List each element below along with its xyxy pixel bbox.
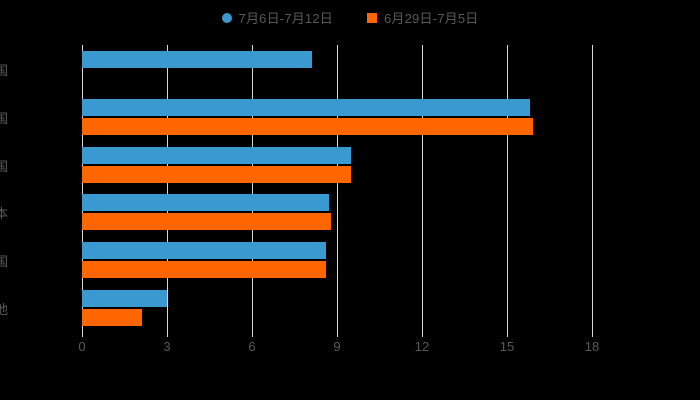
gridline — [422, 45, 423, 332]
bar-group — [82, 50, 592, 87]
gridline — [507, 45, 508, 332]
x-axis-tick — [337, 332, 338, 337]
chart-legend: 7月6日-7月12日 6月29日-7月5日 — [0, 8, 700, 27]
bar[interactable] — [82, 165, 352, 183]
x-axis-tick — [507, 332, 508, 337]
bar[interactable] — [82, 194, 329, 212]
bar[interactable] — [82, 242, 326, 260]
legend-item-series-1[interactable]: 6月29日-7月5日 — [367, 8, 478, 27]
gridline — [337, 45, 338, 332]
x-axis-tick-label: 6 — [248, 339, 256, 354]
category-label: 德国 — [0, 110, 8, 126]
x-axis-tick — [252, 332, 253, 337]
legend-marker-circle-icon — [221, 12, 232, 23]
x-axis-tick-label: 0 — [78, 339, 86, 354]
x-axis: 0 3 6 9 12 15 18 — [78, 332, 599, 356]
legend-label-series-0: 7月6日-7月12日 — [238, 11, 333, 26]
category-label: 英国 — [0, 62, 8, 78]
category-label: 日本 — [0, 206, 8, 222]
x-axis-tick-label: 12 — [414, 339, 430, 354]
category-label: 中国 — [0, 254, 8, 270]
bar-group — [82, 194, 592, 231]
x-axis-tick — [422, 332, 423, 337]
bar[interactable] — [82, 117, 533, 135]
bar-group — [82, 242, 592, 279]
x-axis-tick-label: 15 — [499, 339, 515, 354]
x-axis-tick-label: 9 — [333, 339, 341, 354]
legend-item-series-0[interactable]: 7月6日-7月12日 — [221, 8, 333, 27]
legend-marker-square-icon — [367, 12, 377, 23]
gridline — [252, 45, 253, 332]
bar[interactable] — [82, 309, 142, 327]
plot-area — [82, 45, 593, 332]
value-axis-line — [82, 45, 83, 332]
legend-label-series-1: 6月29日-7月5日 — [384, 11, 479, 26]
x-axis-tick — [592, 332, 593, 337]
bar-group — [82, 290, 592, 327]
bar[interactable] — [82, 213, 332, 231]
bar[interactable] — [82, 50, 312, 68]
bar[interactable] — [82, 290, 167, 308]
bar-group — [82, 98, 592, 135]
bar-group — [82, 146, 592, 183]
bar[interactable] — [82, 261, 326, 279]
category-label: 其他 — [0, 302, 8, 318]
x-axis-tick — [167, 332, 168, 337]
x-axis-tick-label: 18 — [584, 339, 600, 354]
x-axis-tick-label: 3 — [163, 339, 171, 354]
bar[interactable] — [82, 146, 352, 164]
gridline — [592, 45, 593, 332]
bar[interactable] — [82, 98, 530, 116]
gridline — [167, 45, 168, 332]
x-axis-tick — [82, 332, 83, 337]
category-label: 韩国 — [0, 158, 8, 174]
